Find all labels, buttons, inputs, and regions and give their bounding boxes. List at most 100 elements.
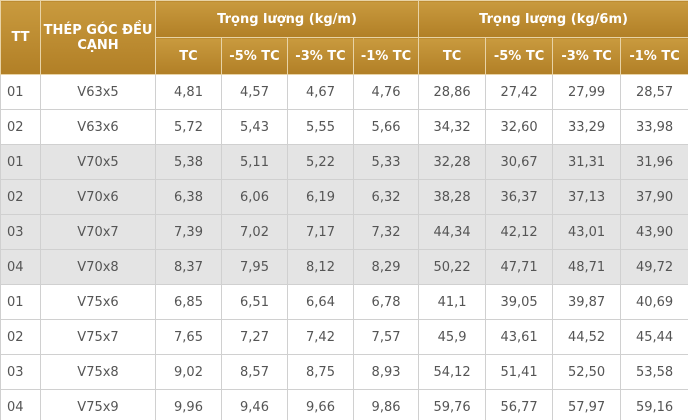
table-cell: V70x5 — [40, 144, 156, 180]
table-header: TT THÉP GÓC ĐỀU CẠNH Trọng lượng (kg/m) … — [0, 0, 688, 75]
table-cell: 43,01 — [552, 214, 622, 250]
table-cell: 7,57 — [352, 319, 420, 355]
header-row: TC -5% TC -3% TC -1% TC TC -5% TC -3% TC -1% TC — [1, 37, 688, 75]
table-cell: 49,72 — [620, 249, 688, 285]
table-cell: 7,39 — [155, 214, 222, 250]
table-cell: 27,42 — [485, 74, 554, 110]
table-cell: 33,98 — [620, 109, 688, 145]
table-cell: 6,32 — [352, 179, 420, 215]
table-cell: 54,12 — [418, 354, 487, 390]
header-cell: THÉP GÓC ĐỀU CẠNH — [40, 0, 156, 75]
table-cell: 31,96 — [620, 144, 688, 180]
table-cell: 02 — [0, 319, 41, 355]
table-cell: 37,90 — [620, 179, 688, 215]
table-cell: 9,66 — [287, 389, 354, 420]
table-row: 01 V63x5 4,81 4,57 4,67 4,76 28,86 27,42 27,99 28… — [0, 74, 688, 110]
table-cell: 04 — [0, 389, 41, 420]
table-cell: V75x6 — [40, 284, 156, 320]
table-cell: 43,61 — [485, 319, 554, 355]
table-cell: 6,64 — [287, 284, 354, 320]
header-cell: -3% TC — [552, 37, 622, 75]
table-cell: 6,06 — [221, 179, 288, 215]
table-cell: 42,12 — [485, 214, 554, 250]
table-cell: 7,02 — [221, 214, 288, 250]
table-cell: 48,71 — [552, 249, 622, 285]
table-cell: V75x9 — [40, 389, 156, 420]
table-cell: 6,85 — [155, 284, 222, 320]
table-cell: 5,38 — [155, 144, 222, 180]
table-cell: 28,86 — [418, 74, 487, 110]
table-cell: 32,60 — [485, 109, 554, 145]
table-cell: 53,58 — [620, 354, 688, 390]
table-cell: 7,65 — [155, 319, 222, 355]
table-cell: 38,28 — [418, 179, 487, 215]
table-cell: 44,52 — [552, 319, 622, 355]
table-cell: 03 — [0, 354, 41, 390]
table-cell: V70x7 — [40, 214, 156, 250]
table-cell: 8,12 — [287, 249, 354, 285]
header-cell: -1% TC — [352, 37, 420, 75]
table-cell: 5,43 — [221, 109, 288, 145]
table-cell: 59,76 — [418, 389, 487, 420]
table-cell: V70x8 — [40, 249, 156, 285]
table-cell: V75x8 — [40, 354, 156, 390]
table-cell: 32,28 — [418, 144, 487, 180]
table-cell: V63x6 — [40, 109, 156, 145]
table-cell: 8,57 — [221, 354, 288, 390]
table-cell: 33,29 — [552, 109, 622, 145]
table-cell: 45,9 — [418, 319, 487, 355]
table-cell: 9,02 — [155, 354, 222, 390]
header-cell: Trọng lượng (kg/m) — [154, 0, 420, 38]
table-cell: 7,95 — [221, 249, 288, 285]
header-cell: -5% TC — [221, 37, 288, 75]
table-cell: 27,99 — [552, 74, 622, 110]
table-cell: 5,66 — [352, 109, 420, 145]
table-row: 01 V75x6 6,85 6,51 6,64 6,78 41,1 39,05 39,87 40,… — [0, 284, 688, 320]
table-cell: 39,87 — [552, 284, 622, 320]
table-cell: 8,93 — [352, 354, 420, 390]
table-cell: 43,90 — [620, 214, 688, 250]
table-cell: 56,77 — [485, 389, 554, 420]
table-cell: 5,22 — [287, 144, 354, 180]
table-cell: 59,16 — [620, 389, 688, 420]
header-row: TT THÉP GÓC ĐỀU CẠNH Trọng lượng (kg/m) … — [0, 0, 688, 75]
table-row: 02 V63x6 5,72 5,43 5,55 5,66 34,32 32,60 33,29 33… — [0, 109, 688, 145]
table-cell: 8,29 — [352, 249, 420, 285]
header-cell: TC — [418, 37, 487, 75]
header-cell: -1% TC — [620, 37, 688, 75]
header-cell: Trọng lượng (kg/6m) — [418, 0, 688, 38]
table-cell: 5,72 — [155, 109, 222, 145]
table-cell: 41,1 — [418, 284, 487, 320]
table-cell: 6,78 — [352, 284, 420, 320]
table-cell: 50,22 — [418, 249, 487, 285]
table-cell: 39,05 — [485, 284, 554, 320]
header-cell: -3% TC — [287, 37, 354, 75]
table-cell: 03 — [0, 214, 41, 250]
table-cell: 52,50 — [552, 354, 622, 390]
table-cell: 47,71 — [485, 249, 554, 285]
table-cell: 40,69 — [620, 284, 688, 320]
table-row: 04 V75x9 9,96 9,46 9,66 9,86 59,76 56,77 57,97 59… — [0, 389, 688, 420]
header-cell: TT — [0, 0, 41, 75]
table-cell: V63x5 — [40, 74, 156, 110]
table-cell: 36,37 — [485, 179, 554, 215]
table-cell: 01 — [0, 144, 41, 180]
table-cell: 57,97 — [552, 389, 622, 420]
table-cell: 51,41 — [485, 354, 554, 390]
table-cell: V70x6 — [40, 179, 156, 215]
table-cell: 4,67 — [287, 74, 354, 110]
table-cell: 5,33 — [352, 144, 420, 180]
table-cell: 8,37 — [155, 249, 222, 285]
table-cell: 5,11 — [221, 144, 288, 180]
table-cell: 01 — [0, 74, 41, 110]
table-row: 02 V75x7 7,65 7,27 7,42 7,57 45,9 43,61 44,52 45,… — [0, 319, 688, 355]
table-cell: 6,38 — [155, 179, 222, 215]
table-cell: 4,76 — [352, 74, 420, 110]
table-cell: 7,32 — [352, 214, 420, 250]
table-cell: 7,17 — [287, 214, 354, 250]
table-cell: 9,46 — [221, 389, 288, 420]
header-cell: -5% TC — [485, 37, 554, 75]
table-cell: 01 — [0, 284, 41, 320]
table-row: 03 V75x8 9,02 8,57 8,75 8,93 54,12 51,41 52,50 53… — [0, 354, 688, 390]
